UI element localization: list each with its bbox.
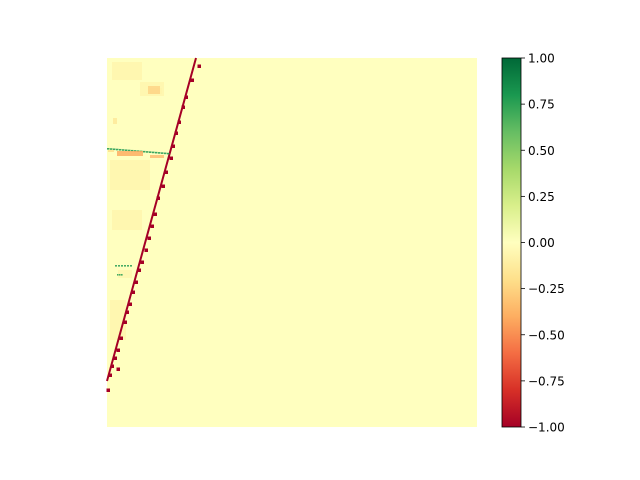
- band-speckle: [137, 268, 141, 272]
- band-speckle: [116, 367, 120, 371]
- upper-streak-green: [149, 151, 152, 153]
- band-speckle: [177, 120, 181, 124]
- lower-streak-green: [118, 265, 120, 267]
- band-speckle: [134, 280, 138, 284]
- band-speckle: [125, 310, 129, 314]
- lower-streak-green: [115, 265, 117, 267]
- band-speckle: [147, 236, 151, 240]
- band-speckle: [150, 224, 154, 228]
- band-speckle: [156, 196, 160, 200]
- colorbar-tick-label: 0.25: [528, 190, 555, 204]
- upper-streak-orange: [117, 151, 143, 156]
- band-speckle: [174, 131, 178, 135]
- band-speckle: [171, 144, 175, 148]
- texture-patch: [113, 118, 117, 124]
- colorbar-tick-label: 0.50: [528, 144, 555, 158]
- upper-streak-green: [146, 151, 149, 153]
- texture-patch: [112, 62, 142, 80]
- upper-streak-green: [143, 150, 146, 153]
- upper-streak-green: [161, 152, 164, 154]
- upper-streak-green: [164, 152, 167, 155]
- texture-patch: [148, 86, 160, 94]
- upper-streak-green: [119, 148, 122, 151]
- colorbar-gradient: [501, 57, 522, 428]
- band-speckle: [113, 356, 117, 360]
- band-speckle: [197, 64, 201, 68]
- lower-streak-green: [119, 274, 121, 276]
- colorbar-ticks: 1.00 0.75 0.50 0.25 0.00 −0.25 −0.50 −0.75 −1.00: [521, 52, 565, 435]
- lower-streak-green: [127, 265, 129, 267]
- upper-streak-green: [131, 149, 134, 152]
- upper-streak-green: [167, 152, 170, 155]
- band-speckle: [164, 170, 168, 174]
- band-speckle: [116, 348, 120, 352]
- texture-patch: [110, 160, 150, 190]
- band-speckle: [123, 320, 127, 324]
- upper-streak-green: [113, 148, 116, 151]
- band-speckle: [106, 388, 110, 392]
- band-speckle: [190, 78, 194, 82]
- lower-streak-green: [124, 265, 126, 267]
- upper-streak-green: [155, 151, 158, 154]
- upper-streak-orange: [108, 150, 114, 152]
- band-speckle: [128, 302, 132, 306]
- band-speckle: [153, 212, 157, 216]
- colorbar-tick-label: 1.00: [528, 52, 555, 66]
- band-speckle: [144, 248, 148, 252]
- upper-streak-green: [107, 148, 110, 150]
- upper-streak-green: [122, 149, 125, 151]
- band-speckle: [169, 156, 173, 160]
- band-speckle: [140, 260, 144, 264]
- upper-streak-green: [134, 150, 137, 152]
- band-speckle: [131, 290, 135, 294]
- band-speckle: [181, 105, 185, 109]
- texture-patch: [112, 210, 142, 230]
- lower-streak-green: [121, 274, 123, 276]
- colorbar-tick-label: −1.00: [528, 421, 565, 435]
- band-speckle: [110, 364, 114, 368]
- band-speckle: [184, 95, 188, 99]
- band-speckle: [108, 373, 112, 377]
- upper-streak-green: [152, 151, 155, 154]
- colorbar-tick-label: 0.75: [528, 98, 555, 112]
- lower-streak-green: [117, 274, 119, 276]
- upper-streak-green: [158, 152, 161, 154]
- heatmap-background: [107, 58, 477, 427]
- colorbar: 1.00 0.75 0.50 0.25 0.00 −0.25 −0.50 −0.75 −1.00: [501, 52, 565, 435]
- lower-streak-green: [130, 265, 132, 267]
- heatmap-marks: [106, 57, 201, 392]
- colorbar-tick-label: −0.50: [528, 328, 565, 342]
- colorbar-tick-label: −0.25: [528, 282, 565, 296]
- upper-streak-green: [110, 148, 113, 150]
- upper-streak-green: [125, 149, 128, 152]
- colorbar-tick-label: −0.75: [528, 374, 565, 388]
- upper-streak-green: [128, 149, 131, 152]
- lower-streak-green: [121, 265, 123, 267]
- heatmap: [106, 57, 477, 427]
- upper-streak-green: [116, 148, 119, 151]
- texture-patch: [118, 270, 132, 278]
- band-speckle: [161, 184, 165, 188]
- upper-streak-orange: [150, 155, 164, 158]
- diagonal-band: [106, 57, 197, 382]
- band-speckle: [119, 336, 123, 340]
- colorbar-tick-label: 0.00: [528, 236, 555, 250]
